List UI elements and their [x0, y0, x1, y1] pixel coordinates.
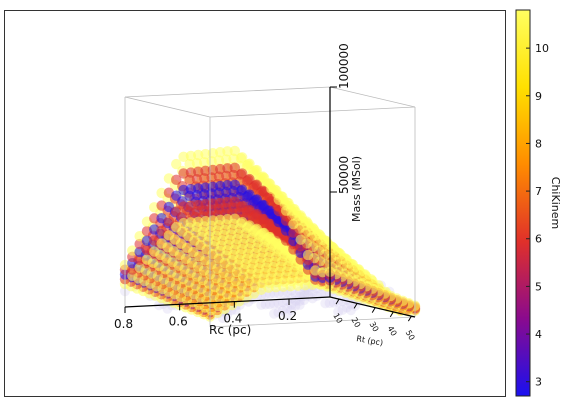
y-axis-tick — [353, 303, 358, 309]
box-edge — [124, 86, 331, 98]
scatter-point — [171, 174, 182, 186]
z-axis-tick-label: 100000 — [337, 43, 351, 89]
scatter-point — [280, 205, 292, 216]
z-axis-tick-label: 50000 — [337, 156, 351, 194]
scatter-point — [295, 234, 306, 245]
scatter-point — [251, 179, 262, 190]
scatter-point — [236, 152, 248, 163]
scatter-point — [258, 172, 270, 184]
scatter-point-faint — [290, 300, 301, 311]
scatter-point — [266, 233, 277, 245]
scatter-point-faint — [290, 290, 301, 301]
scatter-point — [229, 145, 241, 157]
scatter-point-faint — [324, 298, 335, 309]
scatter-point — [236, 184, 248, 195]
scatter-point — [222, 196, 233, 208]
scatter-point — [229, 162, 241, 174]
axes: 0.8 0.6 0.4 0.2 10 20 30 40 50 50000 100000 — [114, 43, 417, 342]
scatter-point — [171, 158, 182, 170]
scatter-point-faint — [341, 302, 352, 313]
scatter-point — [134, 262, 145, 273]
scatter-point — [273, 205, 284, 217]
scatter-point — [244, 189, 255, 200]
scatter-point — [251, 208, 262, 220]
y-axis-tick — [389, 311, 394, 318]
scatter-point-faint — [282, 295, 293, 306]
scatter-point — [229, 179, 241, 191]
scatter-point-faint — [260, 299, 271, 310]
scatter-point — [141, 235, 153, 246]
box-edge — [124, 96, 211, 118]
scatter-point — [266, 183, 277, 195]
y-axis-tick — [335, 298, 340, 305]
scatter-point-faint — [269, 298, 280, 309]
scatter-point-faint — [273, 298, 284, 309]
box-edge — [329, 86, 416, 108]
scatter-point — [244, 158, 255, 169]
scatter-point-faint — [320, 298, 331, 309]
scatter-point — [251, 164, 262, 176]
scatter-point — [163, 215, 175, 227]
scatter-point — [251, 194, 262, 205]
y-axis-tick-label: 40 — [386, 324, 399, 337]
scatter-point — [258, 214, 270, 225]
scatter-point-faint — [345, 305, 356, 316]
y-axis-tick — [407, 315, 412, 322]
scatter-point-faint — [277, 305, 288, 316]
scatter-point — [288, 219, 299, 230]
scatter-point-faint — [311, 291, 322, 302]
y-axis-tick-label: 50 — [404, 329, 417, 342]
scatter-point — [273, 194, 284, 205]
scatter-point — [141, 254, 153, 265]
scatter-point — [171, 206, 182, 217]
box-edge — [209, 106, 416, 118]
y-axis-tick-label: 10 — [331, 312, 344, 325]
x-axis-tick-label: 0.4 — [223, 312, 242, 326]
scatter-point — [134, 254, 145, 266]
scatter-point — [222, 180, 233, 191]
scatter-point — [236, 168, 248, 179]
scatter-point-faint — [294, 299, 305, 310]
scatter-point-faint — [337, 304, 348, 315]
y-axis-tick-label: 20 — [349, 316, 362, 329]
x-axis-label: Rc (pc) — [209, 323, 251, 337]
y-axis-line — [329, 296, 416, 318]
scatter-points — [119, 145, 421, 324]
scatter-point-faint — [328, 297, 339, 308]
scatter-point — [149, 213, 160, 224]
scatter-point-faint — [281, 309, 292, 320]
x-axis-tick-label: 0.6 — [169, 314, 188, 328]
scatter-point — [171, 190, 182, 201]
bounding-box — [124, 86, 416, 328]
scatter-point — [244, 173, 255, 185]
scatter-point — [302, 249, 314, 261]
y-axis-tick-label: 30 — [367, 320, 380, 333]
scatter-point — [288, 227, 299, 238]
scatter-point-faint — [269, 308, 280, 319]
box-edge — [209, 316, 416, 328]
scatter-point-faint — [286, 305, 297, 316]
scatter-point — [156, 238, 167, 249]
scatter-point — [156, 187, 167, 199]
x-axis-line — [124, 296, 331, 308]
x-axis-tick-label: 0.2 — [278, 309, 297, 323]
scatter-point-faint — [264, 299, 275, 310]
scatter-point-faint — [273, 307, 284, 318]
scatter-point-faint — [333, 306, 344, 317]
z-axis-label: Mass (MSol) — [350, 156, 363, 222]
y-axis-tick — [371, 307, 376, 313]
scatter-point — [149, 246, 160, 257]
scatter-point-faint — [256, 299, 267, 310]
scatter-point — [222, 213, 233, 225]
scatter-point-faint — [282, 303, 292, 314]
x-axis-tick-label: 0.8 — [114, 317, 133, 331]
scatter-point — [258, 227, 270, 239]
scatter-point — [163, 230, 175, 241]
